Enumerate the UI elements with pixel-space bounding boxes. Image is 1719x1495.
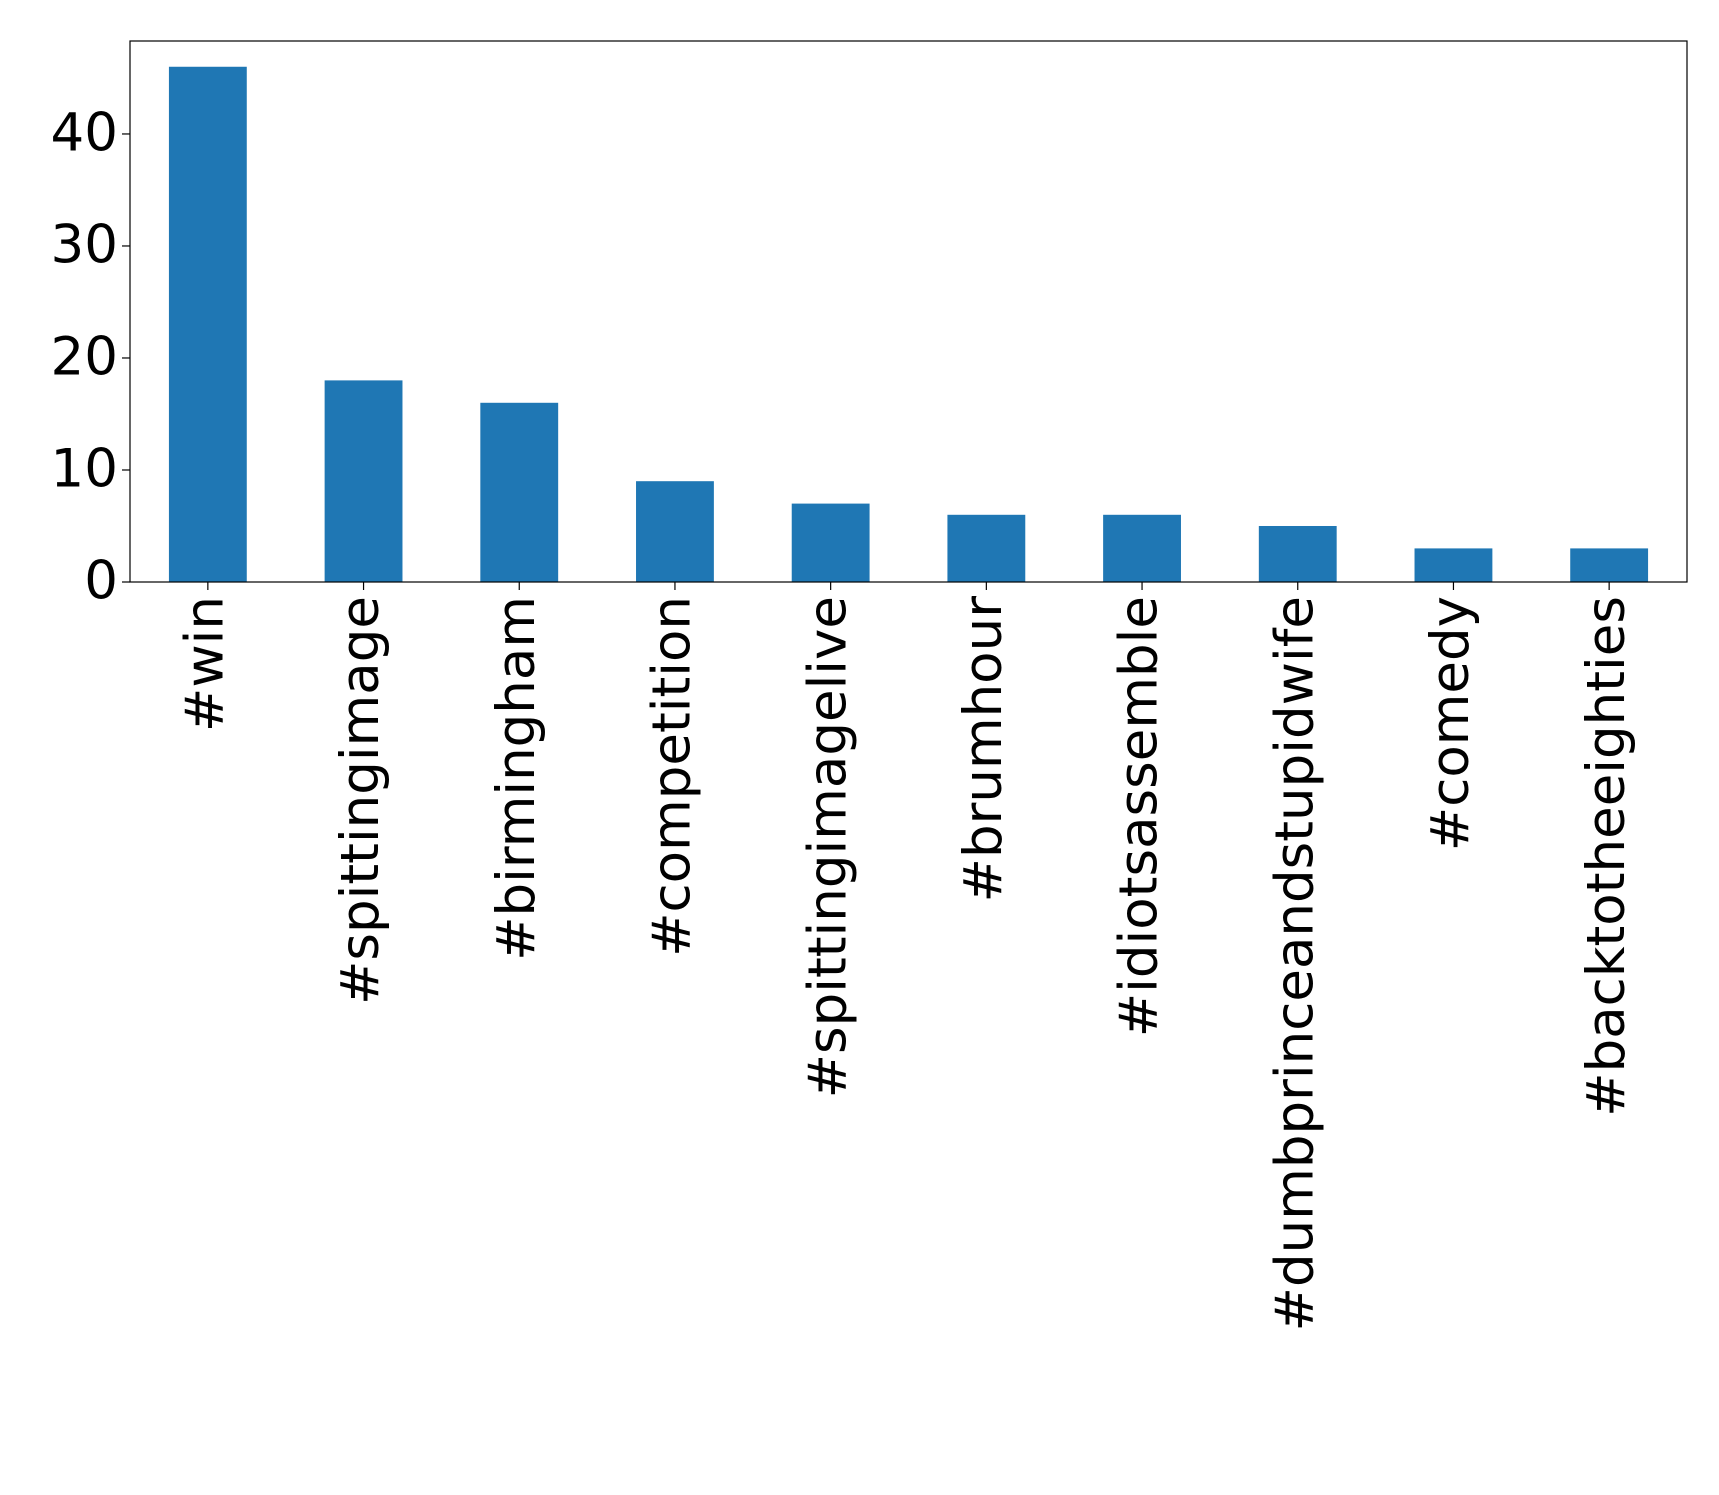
x-tick-label: #spittingimage (330, 596, 391, 1005)
x-tick-label: #win (174, 596, 235, 732)
x-tick-label: #birmingham (486, 596, 547, 961)
x-tick-label: #competition (642, 596, 703, 957)
bar (1414, 548, 1493, 582)
bar (168, 66, 247, 582)
bar (1258, 525, 1337, 582)
y-tick-label: 20 (51, 327, 118, 388)
x-tick-label: #comedy (1420, 596, 1481, 851)
x-tick-label: #dumbprinceandstupidwife (1264, 596, 1325, 1331)
bar (1103, 514, 1181, 582)
plot-frame (129, 40, 1688, 583)
y-tick-label: 10 (51, 439, 118, 500)
bar (947, 514, 1026, 582)
y-tick-label: 0 (84, 551, 118, 612)
bar (1570, 548, 1649, 582)
x-tick-label: #backtotheeighties (1576, 596, 1637, 1117)
x-tick-label: #brumhour (953, 596, 1014, 903)
x-tick-label: #spittingimagelive (797, 596, 858, 1098)
bar (324, 380, 403, 582)
y-tick-label: 30 (51, 215, 118, 276)
bar (480, 402, 559, 582)
x-tick-label: #idiotsassemble (1109, 596, 1170, 1037)
bar (636, 481, 714, 582)
bar (791, 503, 870, 582)
y-tick-label: 40 (51, 103, 118, 164)
